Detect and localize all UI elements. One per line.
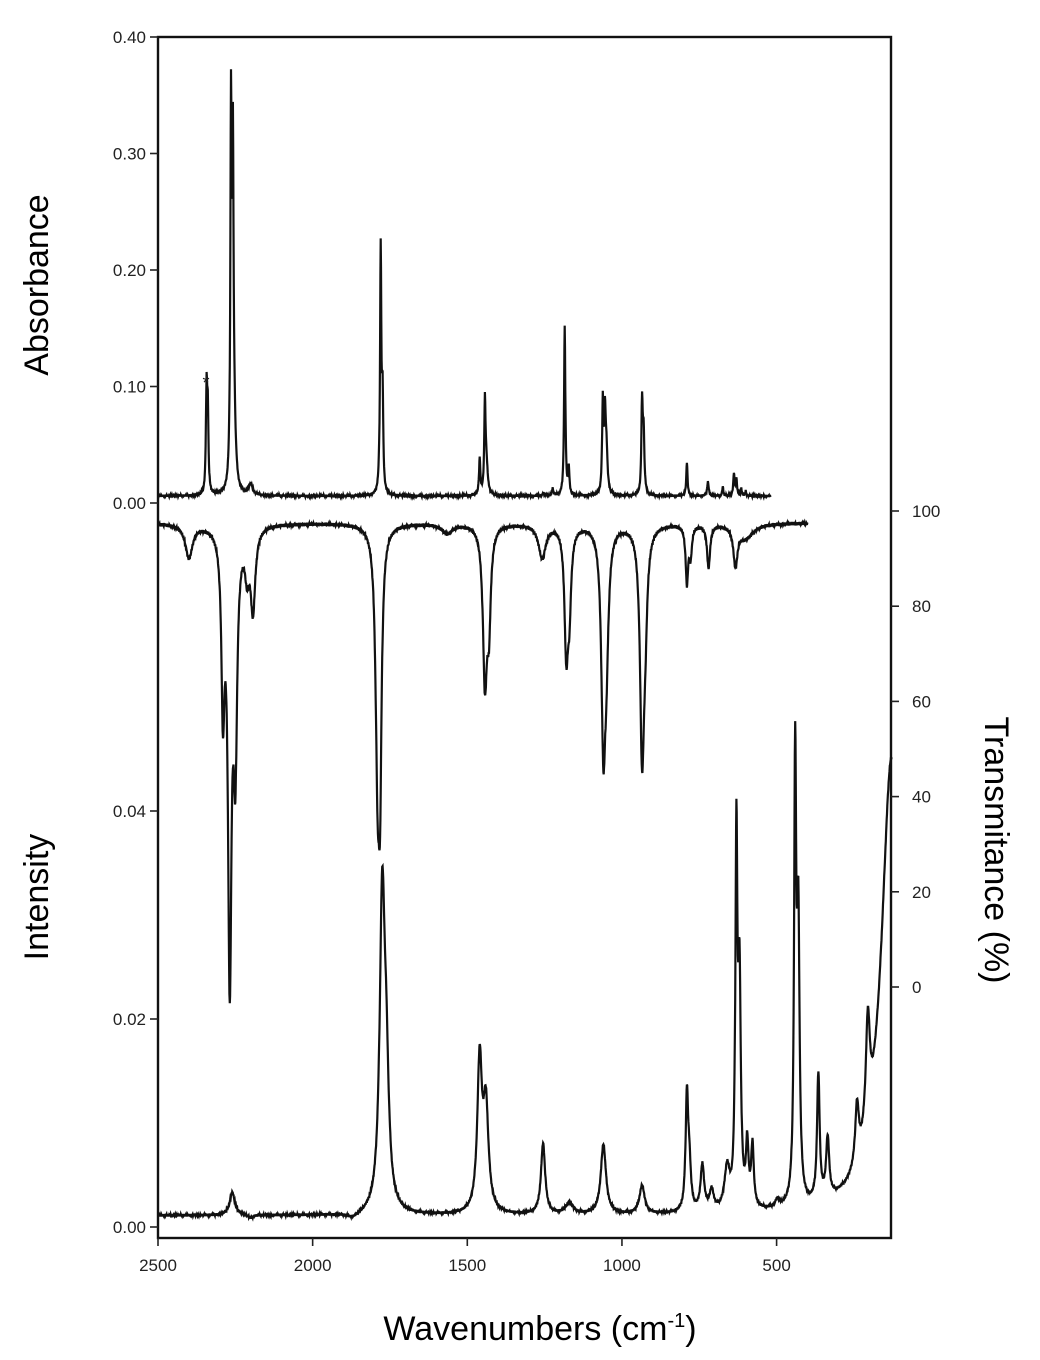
transmittance-axis: 100 80 60 40 20 0 xyxy=(891,502,940,997)
tick-label: 0.40 xyxy=(113,28,146,47)
tick-label: 0.10 xyxy=(113,378,146,397)
tick-label: 20 xyxy=(912,883,931,902)
transmittance-trace xyxy=(156,518,809,1004)
tick-label: 0.20 xyxy=(113,261,146,280)
x-axis-title: Wavenumbers (cm-1) xyxy=(383,1310,696,1348)
intensity-trace xyxy=(156,721,893,1222)
tick-label: 2500 xyxy=(139,1256,177,1275)
absorbance-trace xyxy=(156,69,772,502)
tick-label: 0.00 xyxy=(113,494,146,513)
tick-label: 60 xyxy=(912,692,931,711)
tick-label: 500 xyxy=(762,1256,790,1275)
absorbance-axis: 0.40 0.30 0.20 0.10 0.00 xyxy=(113,28,158,513)
tick-label: 0 xyxy=(912,978,921,997)
plot-frame xyxy=(156,35,893,1240)
tick-label: 80 xyxy=(912,597,931,616)
transmittance-axis-title: Transmitance (%) xyxy=(977,716,1015,983)
wavenumber-axis: 2500 2000 1500 1000 500 xyxy=(139,1238,791,1275)
tick-label: 0.30 xyxy=(113,145,146,164)
tick-label: 1000 xyxy=(603,1256,641,1275)
intensity-axis-title: Intensity xyxy=(18,834,56,961)
tick-label: 0.00 xyxy=(113,1218,146,1237)
tick-label: 1500 xyxy=(448,1256,486,1275)
tick-label: 40 xyxy=(912,788,931,807)
tick-label: 2000 xyxy=(294,1256,332,1275)
x-axis-title-close: ) xyxy=(685,1310,696,1348)
x-axis-title-main: Wavenumbers (cm xyxy=(383,1310,667,1348)
asterisk-annotation: * xyxy=(202,373,209,393)
tick-label: 100 xyxy=(912,502,940,521)
tick-label: 0.04 xyxy=(113,802,146,821)
absorbance-axis-title: Absorbance xyxy=(18,194,56,375)
tick-label: 0.02 xyxy=(113,1010,146,1029)
x-axis-title-superscript: -1 xyxy=(667,1310,685,1332)
intensity-axis: 0.04 0.02 0.00 xyxy=(113,802,158,1237)
